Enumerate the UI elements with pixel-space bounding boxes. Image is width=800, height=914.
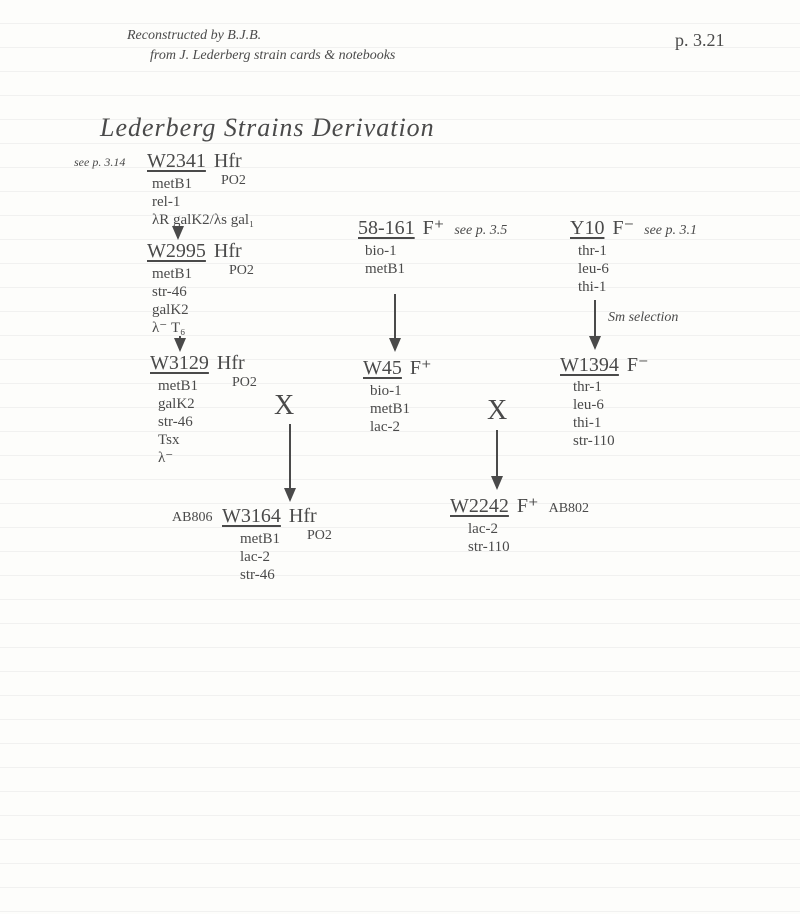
- strain-w2341: W2341 Hfr: [147, 150, 242, 173]
- margin-ref-left: see p. 3.14: [74, 155, 125, 170]
- strain-w1394: W1394 F⁻: [560, 352, 649, 377]
- header-line-2: from J. Lederberg strain cards & noteboo…: [150, 48, 395, 64]
- strain-y10-genotype: thr-1 leu-6 thi-1: [578, 242, 609, 296]
- strain-w3129-po: PO2: [232, 375, 257, 391]
- strain-y10-ref: see p. 3.1: [644, 223, 697, 238]
- strain-y10-name: Y10: [570, 217, 604, 240]
- strain-w3129-mating: Hfr: [217, 352, 245, 374]
- strain-58-161-name: 58-161: [358, 217, 415, 240]
- strain-w2242-genotype: lac-2 str-110: [468, 520, 510, 556]
- strain-w2242-mating: F⁺: [517, 495, 539, 517]
- strain-w45-name: W45: [363, 357, 402, 380]
- cross-left: X: [274, 390, 294, 422]
- cross-right: X: [487, 395, 507, 427]
- strain-w1394-mating: F⁻: [627, 354, 649, 376]
- strain-w3164-po: PO2: [307, 528, 332, 544]
- strain-w2995: W2995 Hfr: [147, 240, 242, 263]
- strain-w1394-genotype: thr-1 leu-6 thi-1 str-110: [573, 378, 615, 450]
- strain-w2341-name: W2341: [147, 150, 206, 173]
- strain-w3164-mating: Hfr: [289, 505, 317, 527]
- strain-w3129: W3129 Hfr: [150, 352, 245, 375]
- strain-w3164-prefix: AB806: [172, 510, 212, 526]
- strain-w2341-mating: Hfr: [214, 150, 242, 172]
- strain-w2995-name: W2995: [147, 240, 206, 263]
- strain-58-161: 58-161 F⁺ see p. 3.5: [358, 215, 507, 240]
- strain-w3164-genotype: metB1 lac-2 str-46: [240, 530, 280, 584]
- header-line-1: Reconstructed by B.J.B.: [127, 28, 261, 44]
- diagram-title: Lederberg Strains Derivation: [100, 113, 435, 143]
- strain-w2242-suffix: AB802: [549, 501, 589, 516]
- strain-w2242: W2242 F⁺ AB802: [450, 493, 589, 518]
- strain-w3164-name: W3164: [222, 505, 281, 528]
- strain-w3129-name: W3129: [150, 352, 209, 375]
- strain-58-161-ref: see p. 3.5: [454, 223, 507, 238]
- strain-y10: Y10 F⁻ see p. 3.1: [570, 215, 697, 240]
- strain-w45-genotype: bio-1 metB1 lac-2: [370, 382, 410, 436]
- strain-w45-mating: F⁺: [410, 357, 432, 379]
- strain-w3164: W3164 Hfr: [222, 505, 317, 528]
- strain-w2995-mating: Hfr: [214, 240, 242, 262]
- strain-w3129-genotype: metB1 galK2 str-46 Tsx λ⁻: [158, 377, 198, 467]
- strain-w2995-po: PO2: [229, 263, 254, 279]
- page-number: p. 3.21: [675, 30, 725, 51]
- strain-w2341-genotype: metB1 rel-1 λR galK2/λs gal₁: [152, 175, 254, 229]
- strain-w1394-name: W1394: [560, 354, 619, 377]
- strain-58-161-genotype: bio-1 metB1: [365, 242, 405, 278]
- strain-w2995-genotype: metB1 str-46 galK2 λ⁻ T₆: [152, 265, 192, 337]
- strain-w2242-name: W2242: [450, 495, 509, 518]
- strain-w45: W45 F⁺: [363, 355, 432, 380]
- strain-58-161-mating: F⁺: [423, 217, 445, 239]
- strain-y10-mating: F⁻: [612, 217, 634, 239]
- y10-selection-label: Sm selection: [608, 310, 678, 326]
